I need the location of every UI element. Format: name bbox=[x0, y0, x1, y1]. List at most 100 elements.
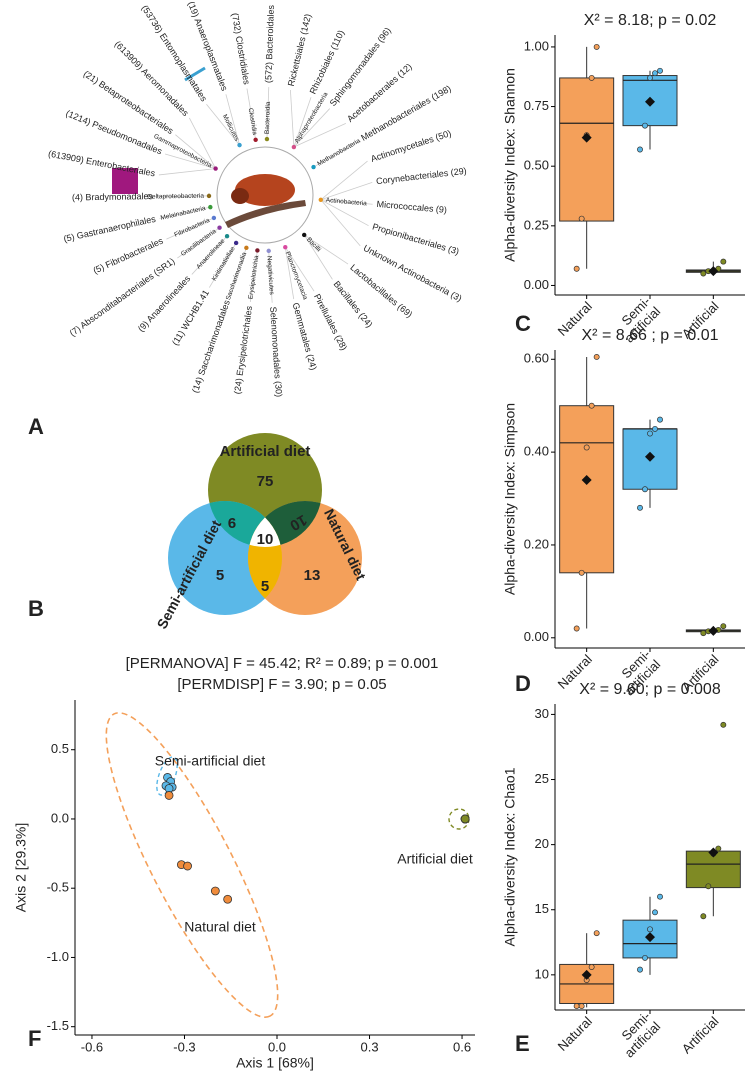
tree-branch bbox=[166, 217, 215, 240]
data-point bbox=[588, 964, 595, 970]
series-label: Semi-artificial diet bbox=[155, 753, 266, 769]
data-point bbox=[657, 67, 663, 74]
leaf-label: Gemmatales (24) bbox=[291, 301, 319, 371]
panel-label: E bbox=[515, 1031, 530, 1056]
leaf-label: Pirellulales (28) bbox=[312, 292, 349, 352]
class-node bbox=[224, 233, 230, 239]
tree-branch bbox=[249, 250, 258, 303]
class-node bbox=[233, 240, 239, 246]
tree-branch bbox=[189, 117, 216, 169]
class-node bbox=[318, 197, 323, 202]
class-node bbox=[211, 215, 217, 221]
y-tick-label: -1.0 bbox=[47, 949, 69, 964]
branch bbox=[225, 200, 306, 228]
class-node bbox=[208, 204, 213, 210]
panel-label: C bbox=[515, 311, 531, 336]
venn-count: 10 bbox=[287, 511, 310, 534]
class-node bbox=[302, 232, 307, 238]
x-tick-label: 0.0 bbox=[268, 1039, 286, 1054]
class-node bbox=[311, 164, 316, 170]
tree-branch bbox=[175, 134, 216, 169]
leaf-label: (732) Clostridiales bbox=[230, 12, 252, 86]
mean-marker bbox=[645, 932, 655, 943]
y-tick-label: 1.00 bbox=[524, 38, 549, 53]
tree-branch bbox=[303, 234, 333, 280]
data-point bbox=[588, 74, 595, 81]
data-point bbox=[720, 721, 727, 728]
class-label: Bacteroidia bbox=[264, 101, 272, 134]
y-tick-label: 0.5 bbox=[51, 741, 69, 756]
series-label: Artificial diet bbox=[397, 851, 473, 867]
y-tick-label: 0.40 bbox=[524, 444, 549, 459]
y-tick-label: 0.50 bbox=[524, 158, 549, 173]
chart-title: [PERMANOVA] F = 45.42; R² = 0.89; p = 0.… bbox=[126, 655, 439, 672]
y-tick-label: -1.5 bbox=[47, 1018, 69, 1033]
venn-overlap bbox=[208, 501, 282, 547]
class-label: Deltaproteobacteria bbox=[147, 193, 204, 201]
mean-marker bbox=[708, 266, 719, 277]
data-point bbox=[642, 486, 648, 493]
tree-branch bbox=[320, 199, 369, 227]
tree-branch bbox=[164, 153, 216, 169]
box bbox=[559, 405, 615, 574]
chart-title: X² = 8.66 ; p = 0.01 bbox=[582, 327, 719, 344]
tree-branch bbox=[290, 90, 295, 148]
y-tick-label: 20 bbox=[535, 836, 549, 851]
beetle bbox=[235, 174, 295, 206]
tree-branch bbox=[268, 250, 273, 303]
leaf-label: (4) Bradymonadales bbox=[72, 191, 154, 202]
leaf-label: Propionibacteriales (3) bbox=[371, 221, 460, 256]
y-tick-label: 30 bbox=[535, 706, 549, 721]
venn-count: 5 bbox=[261, 578, 269, 595]
data-point bbox=[642, 122, 648, 129]
mean-marker bbox=[581, 474, 592, 485]
data-point bbox=[223, 894, 233, 904]
y-axis-label: Alpha-diversity Index: Simpson bbox=[502, 403, 518, 595]
tree-branch bbox=[206, 104, 240, 146]
venn-count: 13 bbox=[304, 567, 321, 584]
leaf-label: Corynebacteriales (29) bbox=[376, 166, 468, 187]
tree-branch bbox=[320, 199, 361, 247]
data-point bbox=[593, 354, 600, 360]
tree-branch bbox=[320, 182, 373, 201]
data-point bbox=[573, 625, 580, 632]
venn-count: 75 bbox=[257, 473, 274, 490]
venn-set-label: Artificial diet bbox=[220, 443, 311, 460]
data-point bbox=[637, 504, 643, 511]
confidence-ellipse bbox=[105, 712, 279, 1018]
tree-branch bbox=[191, 235, 228, 275]
chart-title: X² = 8.18; p = 0.02 bbox=[584, 12, 717, 29]
beetle-head bbox=[231, 188, 249, 204]
data-point bbox=[700, 913, 707, 920]
tree-branch bbox=[284, 247, 295, 300]
class-label: Clostridia bbox=[247, 108, 258, 136]
y-tick-label: 25 bbox=[535, 771, 549, 786]
y-tick-label: 0.60 bbox=[524, 351, 549, 366]
y-axis-label: Axis 2 [29.3%] bbox=[13, 823, 29, 913]
leaf-label: Selenomonadales (30) bbox=[268, 306, 284, 397]
data-point bbox=[657, 893, 663, 900]
data-point bbox=[647, 430, 653, 437]
venn: Artificial diet Semi-artificial diet Nat… bbox=[153, 433, 369, 631]
class-node bbox=[266, 248, 271, 254]
tree-branch bbox=[293, 97, 312, 148]
class-label: Erysipelotrichia bbox=[247, 255, 260, 300]
data-point bbox=[637, 146, 643, 153]
data-point bbox=[652, 425, 658, 432]
class-node bbox=[283, 245, 288, 250]
class-node bbox=[206, 193, 212, 199]
class-node bbox=[237, 142, 242, 148]
tree-branch bbox=[208, 242, 237, 288]
y-tick-label: 0.75 bbox=[524, 98, 549, 113]
y-tick-label: 0.00 bbox=[524, 277, 549, 292]
data-point bbox=[700, 270, 707, 277]
class-node bbox=[291, 144, 297, 150]
panel-label: D bbox=[515, 671, 531, 696]
y-tick-label: 10 bbox=[535, 966, 549, 981]
class-node bbox=[213, 166, 218, 171]
leaf-label: Bacillales (24) bbox=[332, 279, 375, 329]
data-point bbox=[720, 623, 727, 630]
data-point bbox=[210, 886, 220, 896]
x-axis-label: Axis 1 [68%] bbox=[236, 1055, 314, 1071]
